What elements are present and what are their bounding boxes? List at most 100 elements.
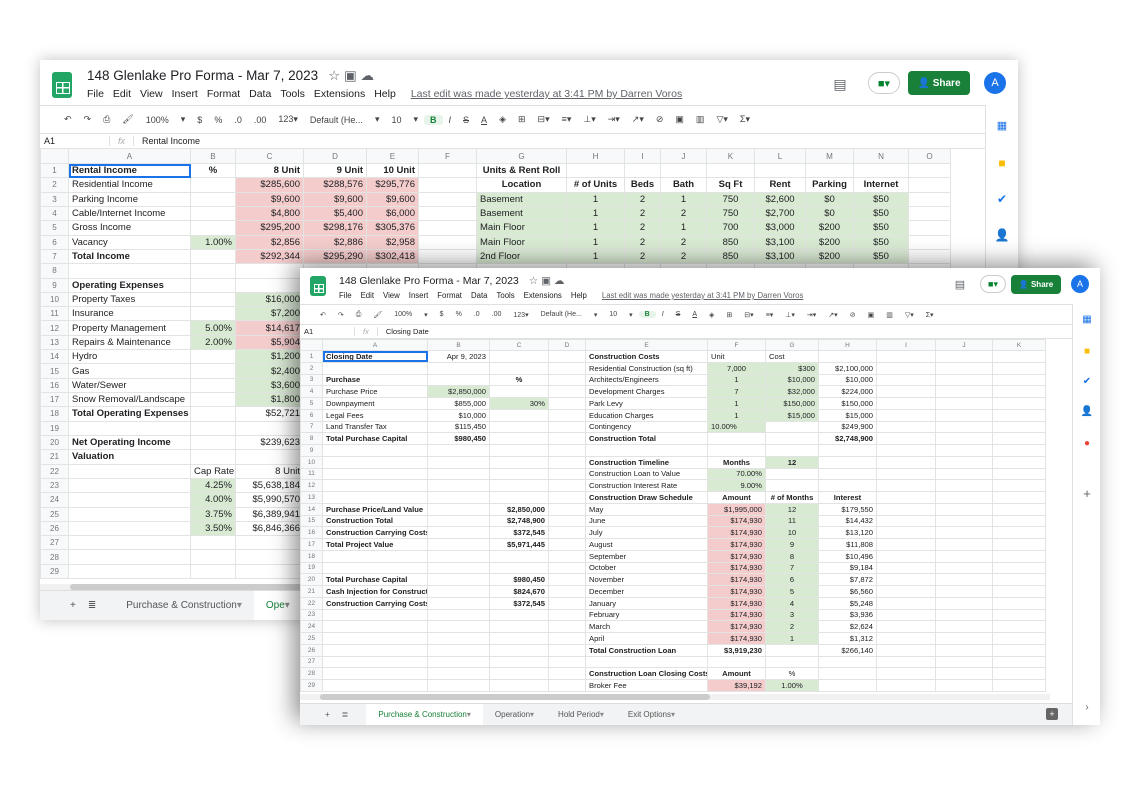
expand-panel-icon[interactable]: ›: [1085, 701, 1089, 713]
cell-b15[interactable]: [427, 514, 490, 528]
cell-k10[interactable]: [992, 455, 1046, 469]
cell-b11[interactable]: [427, 467, 490, 481]
cell-i6[interactable]: 2: [624, 234, 661, 250]
toolbar-dropdown[interactable]: $: [439, 311, 444, 318]
cell-l1[interactable]: [754, 162, 806, 179]
cell-b2[interactable]: [190, 177, 236, 193]
cell-e6[interactable]: $2,958: [366, 234, 419, 250]
cell-h3[interactable]: $10,000: [818, 373, 877, 387]
cell-f3[interactable]: [418, 191, 477, 207]
cell-e2[interactable]: Residential Construction (sq ft): [585, 361, 708, 375]
row-header[interactable]: 28: [300, 667, 323, 680]
cell-e23[interactable]: February: [585, 608, 708, 622]
last-edit-link[interactable]: Last edit was made yesterday at 3:41 PM …: [410, 88, 683, 100]
row-header[interactable]: 7: [300, 420, 323, 434]
column-header-f[interactable]: F: [707, 339, 766, 351]
horizontal-scrollbar[interactable]: [300, 694, 1050, 700]
cell-a6[interactable]: Legal Fees: [322, 408, 428, 422]
cell-j2[interactable]: Bath: [660, 177, 707, 193]
cell-k3[interactable]: 750: [706, 191, 755, 207]
row-header[interactable]: 17: [300, 538, 323, 551]
document-title[interactable]: 148 Glenlake Pro Forma - Mar 7, 2023 ☆ ▣ …: [339, 275, 564, 287]
menu-file[interactable]: File: [87, 88, 104, 100]
cell-k29[interactable]: [992, 679, 1046, 692]
cell-g29[interactable]: 1.00%: [765, 679, 819, 692]
cell-h23[interactable]: $3,936: [818, 608, 877, 622]
cell-g4[interactable]: Basement: [476, 205, 567, 222]
toolbar-100[interactable]: 100%: [394, 311, 413, 318]
cell-i7[interactable]: [876, 420, 936, 434]
cell-i12[interactable]: [876, 479, 936, 492]
cell-l2[interactable]: Rent: [754, 177, 806, 193]
cell-j4[interactable]: [935, 385, 993, 398]
cell-k25[interactable]: [992, 632, 1046, 645]
account-avatar[interactable]: A: [984, 72, 1006, 94]
column-header-a[interactable]: A: [68, 148, 191, 164]
cell-a4[interactable]: Cable/Internet Income: [68, 205, 191, 222]
column-header-e[interactable]: E: [585, 339, 708, 351]
row-header[interactable]: 26: [40, 520, 69, 537]
cell-h20[interactable]: $7,872: [818, 573, 877, 586]
keep-icon[interactable]: ■: [1083, 345, 1091, 357]
cell-c8[interactable]: [489, 432, 549, 445]
cell-a28[interactable]: [322, 667, 428, 680]
cell-d5[interactable]: [548, 397, 586, 410]
toolbar-10[interactable]: 10: [391, 114, 402, 125]
cell-grid[interactable]: A B C D E F G H I J K 1 Closing Date Apr 9, 2023 Const…: [300, 339, 1046, 692]
cell-e18[interactable]: September: [585, 549, 708, 563]
cell-a8[interactable]: [68, 263, 191, 279]
cell-j14[interactable]: [935, 502, 993, 516]
cell-g2[interactable]: $300: [765, 361, 819, 375]
row-header[interactable]: 28: [40, 549, 69, 565]
cell-m1[interactable]: [805, 162, 854, 179]
cell-b5[interactable]: [190, 220, 236, 236]
cell-a1[interactable]: Closing Date: [322, 350, 428, 363]
explore-icon[interactable]: +: [1046, 708, 1058, 720]
cell-i3[interactable]: [876, 373, 936, 387]
cell-a22[interactable]: Construction Carrying Costs: [322, 596, 428, 610]
cell-g21[interactable]: 5: [765, 585, 819, 598]
cell-e3[interactable]: Architects/Engineers: [585, 373, 708, 387]
toolbar-dropdown[interactable]: %: [214, 114, 223, 125]
cell-e8[interactable]: Construction Total: [585, 432, 708, 445]
cell-f22[interactable]: $174,930: [707, 596, 766, 610]
cell-b12[interactable]: 5.00%: [190, 320, 236, 336]
cell-c25[interactable]: [489, 632, 549, 645]
cell-j16[interactable]: [935, 526, 993, 539]
row-header[interactable]: 25: [300, 632, 323, 645]
cell-c19[interactable]: [235, 420, 304, 436]
cell-i5[interactable]: 2: [624, 220, 661, 236]
cell-d2[interactable]: [548, 361, 586, 375]
row-header[interactable]: 13: [300, 491, 323, 504]
cell-a13[interactable]: Repairs & Maintenance: [68, 334, 191, 351]
cell-c28[interactable]: [235, 549, 304, 565]
cell-h4[interactable]: 1: [566, 205, 625, 222]
cell-a12[interactable]: Property Management: [68, 320, 191, 336]
document-title[interactable]: 148 Glenlake Pro Forma - Mar 7, 2023 ☆ ▣ …: [87, 68, 374, 84]
cell-f5[interactable]: [418, 220, 477, 236]
star-icon[interactable]: ☆ ▣ ☁: [328, 68, 374, 83]
cell-a5[interactable]: Downpayment: [322, 397, 428, 410]
cell-g28[interactable]: %: [765, 667, 819, 680]
cell-h7[interactable]: $249,900: [818, 420, 877, 434]
cell-j3[interactable]: [935, 373, 993, 387]
cell-k12[interactable]: [992, 479, 1046, 492]
cell-i2[interactable]: [876, 361, 936, 375]
cell-a9[interactable]: Operating Expenses: [68, 277, 191, 293]
cell-b9[interactable]: [190, 277, 236, 293]
cell-j17[interactable]: [935, 538, 993, 551]
filter-icon[interactable]: ▽▾: [716, 114, 728, 124]
cell-a28[interactable]: [68, 549, 191, 565]
cell-g5[interactable]: $150,000: [765, 397, 819, 410]
cell-k6[interactable]: [992, 408, 1046, 422]
cell-l7[interactable]: $3,100: [754, 248, 806, 265]
cell-b1[interactable]: %: [190, 162, 236, 179]
menu-help[interactable]: Help: [374, 88, 396, 100]
cell-f26[interactable]: $3,919,230: [707, 643, 766, 657]
cell-b16[interactable]: [190, 377, 236, 394]
cell-c13[interactable]: [489, 491, 549, 504]
row-header[interactable]: 14: [300, 502, 323, 516]
cell-k27[interactable]: [992, 655, 1046, 669]
menu-help[interactable]: Help: [570, 291, 587, 300]
cell-g8[interactable]: [765, 432, 819, 445]
